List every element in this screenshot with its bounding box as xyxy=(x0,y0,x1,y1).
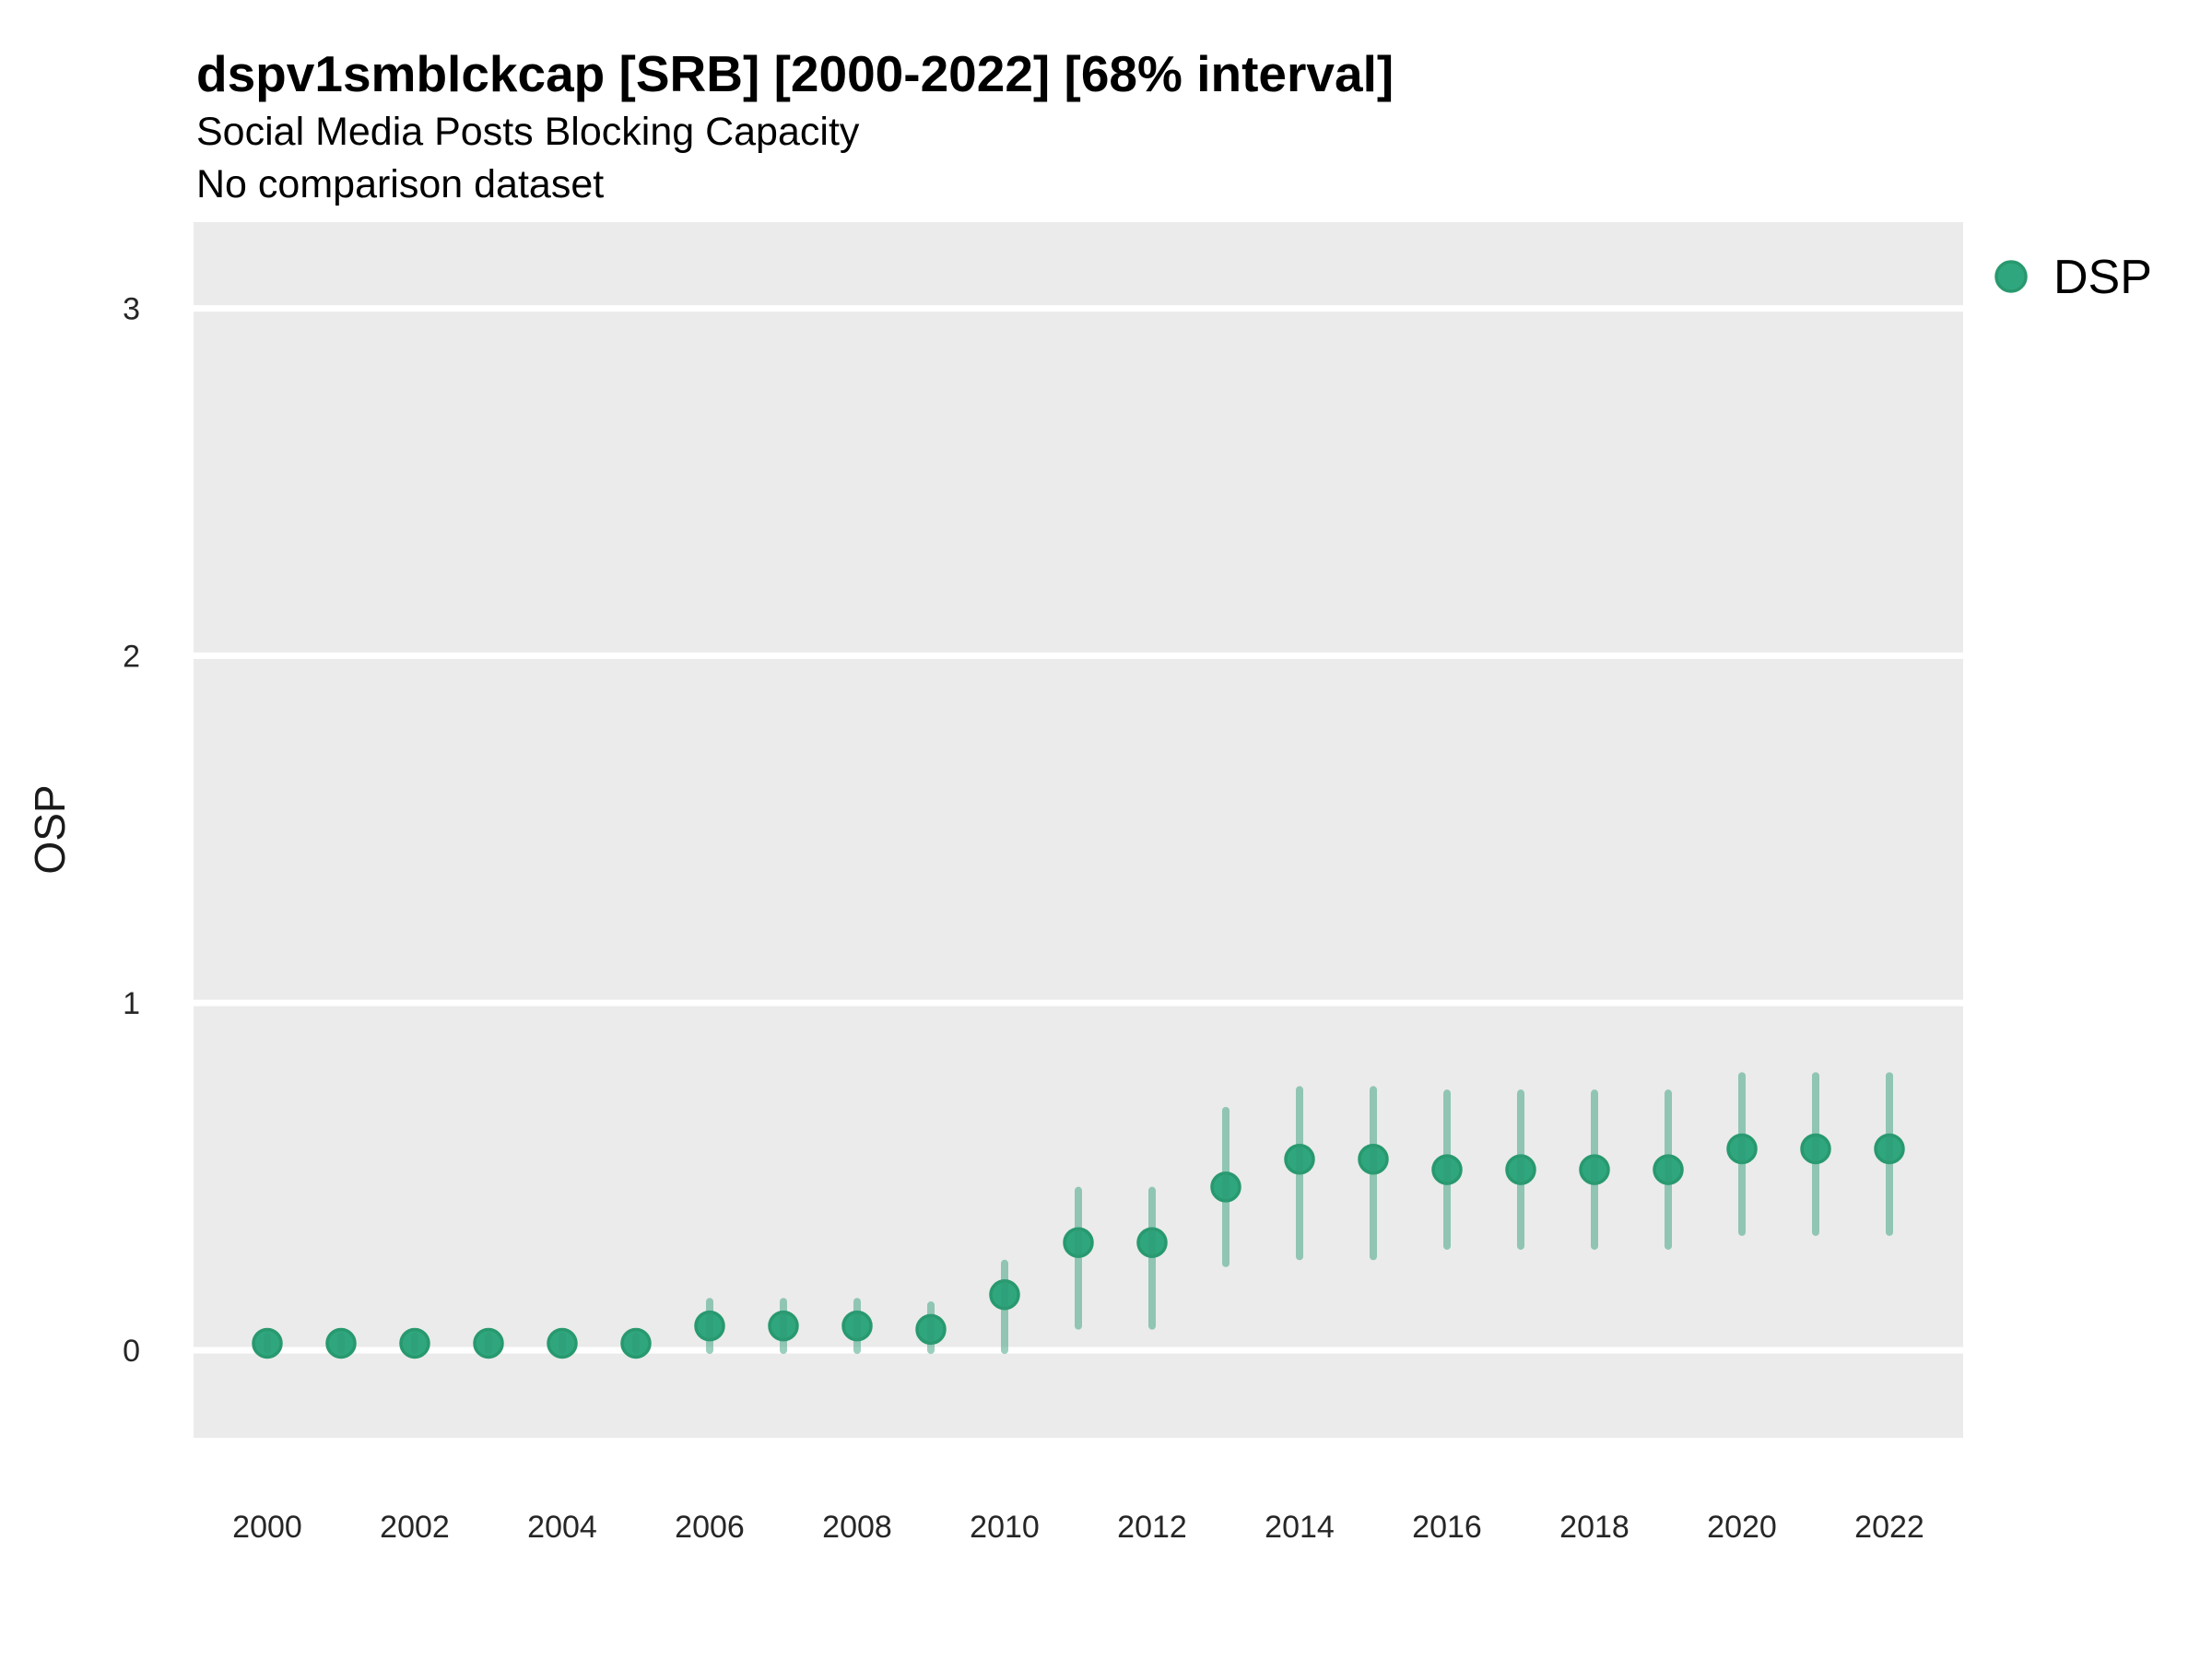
data-point-2014 xyxy=(1284,1144,1315,1175)
x-axis-labels: 2000 2002 2004 2006 2008 2010 2012 2014 2016 2018… xyxy=(232,1510,1924,1545)
data-marks xyxy=(252,1072,1905,1359)
y-axis-labels: 0 1 2 3 xyxy=(123,292,140,1369)
data-point-2010 xyxy=(989,1278,1020,1311)
data-point-2017 xyxy=(1505,1154,1536,1185)
x-tick-label-2022: 2022 xyxy=(1854,1510,1924,1545)
chart-title: dspv1smblckcap [SRB] [2000-2022] [68% in… xyxy=(196,45,1394,102)
x-tick-label-2008: 2008 xyxy=(822,1510,892,1545)
legend-point-icon xyxy=(1994,260,2028,293)
x-tick-label-2004: 2004 xyxy=(527,1510,597,1545)
data-point-2003 xyxy=(473,1327,504,1359)
x-tick-label-2016: 2016 xyxy=(1412,1510,1482,1545)
data-point-2019 xyxy=(1653,1154,1684,1185)
y-tick-label-1: 1 xyxy=(123,986,140,1021)
x-tick-label-2018: 2018 xyxy=(1559,1510,1630,1545)
gridline-y-2 xyxy=(194,652,1963,659)
data-point-2018 xyxy=(1579,1154,1610,1185)
data-point-2001 xyxy=(325,1327,357,1359)
x-tick-label-2002: 2002 xyxy=(380,1510,450,1545)
data-point-2015 xyxy=(1358,1144,1389,1175)
gridline-y-0 xyxy=(194,1347,1963,1354)
x-tick-label-2014: 2014 xyxy=(1265,1510,1335,1545)
y-tick-label-0: 0 xyxy=(123,1334,140,1369)
data-point-2021 xyxy=(1800,1133,1831,1165)
gridlines xyxy=(194,305,1963,1354)
gridline-y-1 xyxy=(194,999,1963,1006)
data-point-2009 xyxy=(915,1313,947,1346)
data-point-2012 xyxy=(1136,1227,1168,1258)
chart-subtitle: Social Media Posts Blocking Capacity xyxy=(196,110,860,154)
chart-note: No comparison dataset xyxy=(196,162,604,206)
data-point-2016 xyxy=(1431,1154,1463,1185)
x-tick-label-2020: 2020 xyxy=(1707,1510,1777,1545)
data-point-2000 xyxy=(252,1327,283,1359)
data-point-2008 xyxy=(841,1310,873,1342)
x-tick-label-2012: 2012 xyxy=(1117,1510,1187,1545)
data-point-2005 xyxy=(620,1327,652,1359)
x-tick-label-2000: 2000 xyxy=(232,1510,302,1545)
data-point-2004 xyxy=(547,1327,578,1359)
y-tick-label-2: 2 xyxy=(123,639,140,674)
legend-label: DSP xyxy=(2053,251,2152,304)
data-point-2006 xyxy=(694,1310,725,1342)
data-point-2020 xyxy=(1726,1133,1758,1165)
gridline-y-3 xyxy=(194,305,1963,312)
data-point-2013 xyxy=(1210,1171,1241,1203)
data-point-2022 xyxy=(1874,1133,1905,1165)
x-tick-label-2006: 2006 xyxy=(675,1510,745,1545)
y-tick-label-3: 3 xyxy=(123,292,140,327)
data-point-2011 xyxy=(1063,1227,1094,1258)
legend: DSP xyxy=(1994,251,2152,304)
x-tick-label-2010: 2010 xyxy=(970,1510,1040,1545)
data-point-2007 xyxy=(768,1310,799,1342)
y-axis-title: OSP xyxy=(26,784,74,874)
data-point-2002 xyxy=(399,1327,430,1359)
